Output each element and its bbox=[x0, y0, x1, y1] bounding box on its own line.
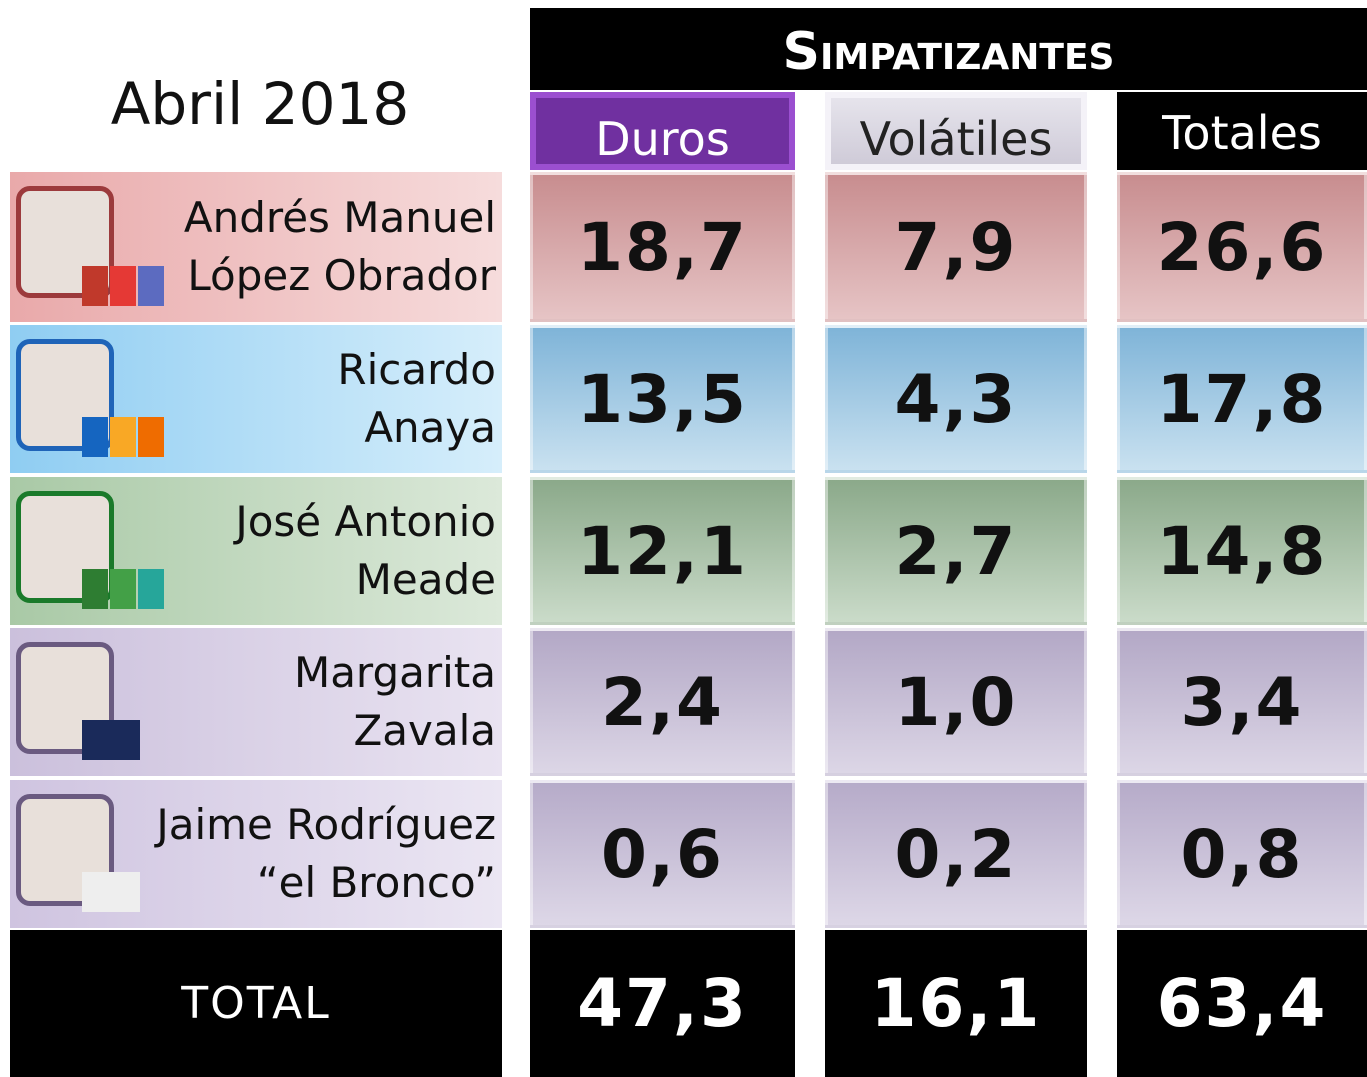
party-logo bbox=[138, 417, 164, 457]
name-line: Jaime Rodríguez bbox=[156, 800, 496, 849]
value-cell: 14,8 bbox=[1117, 477, 1367, 625]
name-line: Zavala bbox=[353, 706, 496, 755]
value-cell: 1,0 bbox=[825, 628, 1087, 776]
party-logo bbox=[110, 417, 136, 457]
value-cell: 3,4 bbox=[1117, 628, 1367, 776]
name-line: Anaya bbox=[364, 403, 496, 452]
value-cell: 0,2 bbox=[825, 780, 1087, 928]
total-value: 16,1 bbox=[825, 930, 1087, 1077]
party-logo bbox=[82, 266, 108, 306]
name-line: Meade bbox=[355, 555, 496, 604]
candidate-photo bbox=[16, 491, 114, 603]
title: Abril 2018 bbox=[110, 70, 410, 138]
value-cell: 2,4 bbox=[530, 628, 795, 776]
value-cell: 17,8 bbox=[1117, 325, 1367, 473]
party-logo bbox=[110, 266, 136, 306]
party-logo bbox=[82, 569, 108, 609]
name-line: López Obrador bbox=[187, 251, 496, 300]
column-header: Volátiles bbox=[825, 92, 1087, 170]
party-logo bbox=[82, 872, 140, 912]
value-cell: 4,3 bbox=[825, 325, 1087, 473]
total-label: TOTAL bbox=[10, 930, 502, 1077]
name-line: José Antonio bbox=[235, 497, 496, 546]
column-header: Duros bbox=[530, 92, 795, 170]
name-line: Margarita bbox=[293, 648, 496, 697]
value-cell: 2,7 bbox=[825, 477, 1087, 625]
party-logo bbox=[138, 266, 164, 306]
name-line: Andrés Manuel bbox=[183, 193, 496, 242]
value-cell: 13,5 bbox=[530, 325, 795, 473]
value-cell: 0,8 bbox=[1117, 780, 1367, 928]
value-cell: 18,7 bbox=[530, 172, 795, 322]
name-line: “el Bronco” bbox=[256, 858, 496, 907]
total-value: 47,3 bbox=[530, 930, 795, 1077]
name-line: Ricardo bbox=[337, 345, 496, 394]
party-logo bbox=[110, 569, 136, 609]
value-cell: 26,6 bbox=[1117, 172, 1367, 322]
column-header: Totales bbox=[1117, 92, 1367, 170]
party-logo bbox=[82, 720, 140, 760]
value-cell: 7,9 bbox=[825, 172, 1087, 322]
group-header: Simpatizantes bbox=[530, 8, 1367, 90]
total-value: 63,4 bbox=[1117, 930, 1367, 1077]
party-logo bbox=[138, 569, 164, 609]
value-cell: 0,6 bbox=[530, 780, 795, 928]
value-cell: 12,1 bbox=[530, 477, 795, 625]
party-logo bbox=[82, 417, 108, 457]
